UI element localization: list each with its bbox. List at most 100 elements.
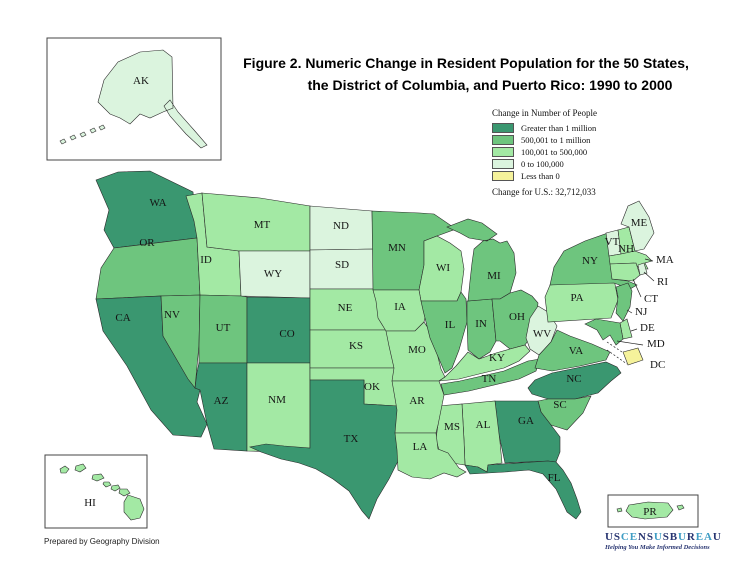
state-ga bbox=[494, 400, 561, 464]
leader-line-nj bbox=[626, 309, 633, 314]
state-label-dc: DC bbox=[650, 359, 665, 371]
leader-lines-layer bbox=[606, 258, 655, 365]
legend-item-c2: 500,001 to 1 million bbox=[492, 134, 667, 146]
inset-boxes bbox=[44, 37, 699, 529]
logo-letter-4: N bbox=[638, 531, 647, 543]
state-label-tn: TN bbox=[482, 373, 497, 385]
state-label-mn: MN bbox=[388, 242, 406, 254]
state-ar bbox=[391, 380, 445, 434]
state-label-wy: WY bbox=[264, 268, 282, 280]
state-label-nm: NM bbox=[268, 394, 286, 406]
states-layer bbox=[59, 49, 685, 521]
state-label-ok: OK bbox=[364, 381, 380, 393]
leader-line-ct bbox=[632, 278, 642, 298]
logo-letter-5: S bbox=[646, 531, 654, 543]
state-label-nd: ND bbox=[333, 220, 349, 232]
logo-letter-7: S bbox=[662, 531, 670, 543]
state-label-ut: UT bbox=[216, 322, 231, 334]
geography-division-credit: Prepared by Geography Division bbox=[44, 537, 160, 546]
legend-label-c4: 0 to 100,000 bbox=[521, 159, 564, 169]
state-label-tx: TX bbox=[344, 433, 359, 445]
state-label-al: AL bbox=[476, 419, 491, 431]
legend-label-c1: Greater than 1 million bbox=[521, 123, 597, 133]
legend-swatch-c3 bbox=[492, 147, 514, 157]
legend-item-c4: 0 to 100,000 bbox=[492, 158, 667, 170]
state-az bbox=[194, 362, 248, 452]
legend-swatch-c2 bbox=[492, 135, 514, 145]
state-label-nv: NV bbox=[164, 309, 180, 321]
figure-title-line2: the District of Columbia, and Puerto Ric… bbox=[307, 77, 673, 93]
state-label-me: ME bbox=[631, 217, 648, 229]
state-label-ky: KY bbox=[489, 352, 505, 364]
leader-line-de bbox=[630, 328, 638, 332]
state-fl bbox=[464, 460, 582, 520]
leader-line-ri bbox=[643, 271, 655, 282]
state-me bbox=[620, 200, 655, 252]
state-label-id: ID bbox=[200, 254, 212, 266]
state-label-in: IN bbox=[475, 318, 487, 330]
logo-letter-0: U bbox=[605, 531, 614, 543]
state-label-or: OR bbox=[139, 237, 155, 249]
legend-us-change-note: Change for U.S.: 32,712,033 bbox=[492, 187, 596, 197]
hawaii-inset-box bbox=[44, 454, 148, 529]
state-ri bbox=[637, 262, 648, 276]
state-label-ma: MA bbox=[656, 254, 674, 266]
logo-letter-3: E bbox=[629, 531, 638, 543]
state-label-mt: MT bbox=[254, 219, 271, 231]
state-label-oh: OH bbox=[509, 311, 525, 323]
state-label-co: CO bbox=[279, 328, 294, 340]
legend-item-c3: 100,001 to 500,000 bbox=[492, 146, 667, 158]
state-il bbox=[420, 291, 468, 374]
state-label-md: MD bbox=[647, 338, 665, 350]
logo-letter-8: B bbox=[669, 531, 679, 543]
leader-line-ma bbox=[644, 258, 654, 262]
legend-swatch-c1 bbox=[492, 123, 514, 133]
legend-items: Greater than 1 million 500,001 to 1 milli… bbox=[492, 122, 667, 182]
state-nm bbox=[246, 362, 311, 453]
state-pr bbox=[616, 501, 685, 520]
legend-swatch-c4 bbox=[492, 159, 514, 169]
state-label-ar: AR bbox=[409, 395, 425, 407]
leader-line-md bbox=[616, 340, 644, 346]
state-label-sd: SD bbox=[335, 259, 349, 271]
census-bureau-tagline: Helping You Make Informed Decisions bbox=[605, 544, 710, 551]
state-label-la: LA bbox=[413, 441, 428, 453]
alaska-inset-box bbox=[46, 37, 222, 161]
legend-label-c2: 500,001 to 1 million bbox=[521, 135, 591, 145]
logo-letter-13: U bbox=[712, 531, 722, 543]
state-label-sc: SC bbox=[553, 399, 566, 411]
state-la bbox=[394, 432, 467, 480]
legend-label-c5: Less than 0 bbox=[521, 171, 560, 181]
state-label-hi: HI bbox=[84, 497, 96, 509]
logo-letter-2: C bbox=[620, 531, 630, 543]
state-nc bbox=[527, 361, 622, 400]
state-label-ri: RI bbox=[657, 276, 668, 288]
state-label-ne: NE bbox=[338, 302, 353, 314]
state-va bbox=[534, 329, 611, 372]
logo-letter-6: U bbox=[653, 531, 663, 543]
state-label-mo: MO bbox=[408, 344, 426, 356]
state-label-nh: NH bbox=[618, 243, 634, 255]
state-label-nc: NC bbox=[566, 373, 581, 385]
dotted-leader-line-dc bbox=[606, 349, 628, 365]
state-label-ca: CA bbox=[115, 312, 130, 324]
state-label-az: AZ bbox=[214, 395, 229, 407]
state-ak bbox=[59, 49, 208, 149]
state-ct bbox=[609, 262, 641, 282]
puerto-rico-inset-box bbox=[607, 494, 699, 528]
state-label-il: IL bbox=[445, 319, 456, 331]
state-label-mi: MI bbox=[487, 270, 501, 282]
state-label-wv: WV bbox=[533, 328, 551, 340]
logo-letter-9: U bbox=[678, 531, 687, 543]
census-bureau-logo: USCENSUSBUREAU Helping You Make Informed… bbox=[605, 531, 745, 551]
state-al bbox=[461, 400, 503, 473]
state-label-ga: GA bbox=[518, 415, 534, 427]
state-label-pr: PR bbox=[643, 506, 657, 518]
logo-letter-12: A bbox=[704, 531, 713, 543]
state-label-ia: IA bbox=[394, 301, 406, 313]
state-label-ct: CT bbox=[644, 293, 658, 305]
legend-swatch-c5 bbox=[492, 171, 514, 181]
state-label-vt: VT bbox=[605, 236, 620, 248]
